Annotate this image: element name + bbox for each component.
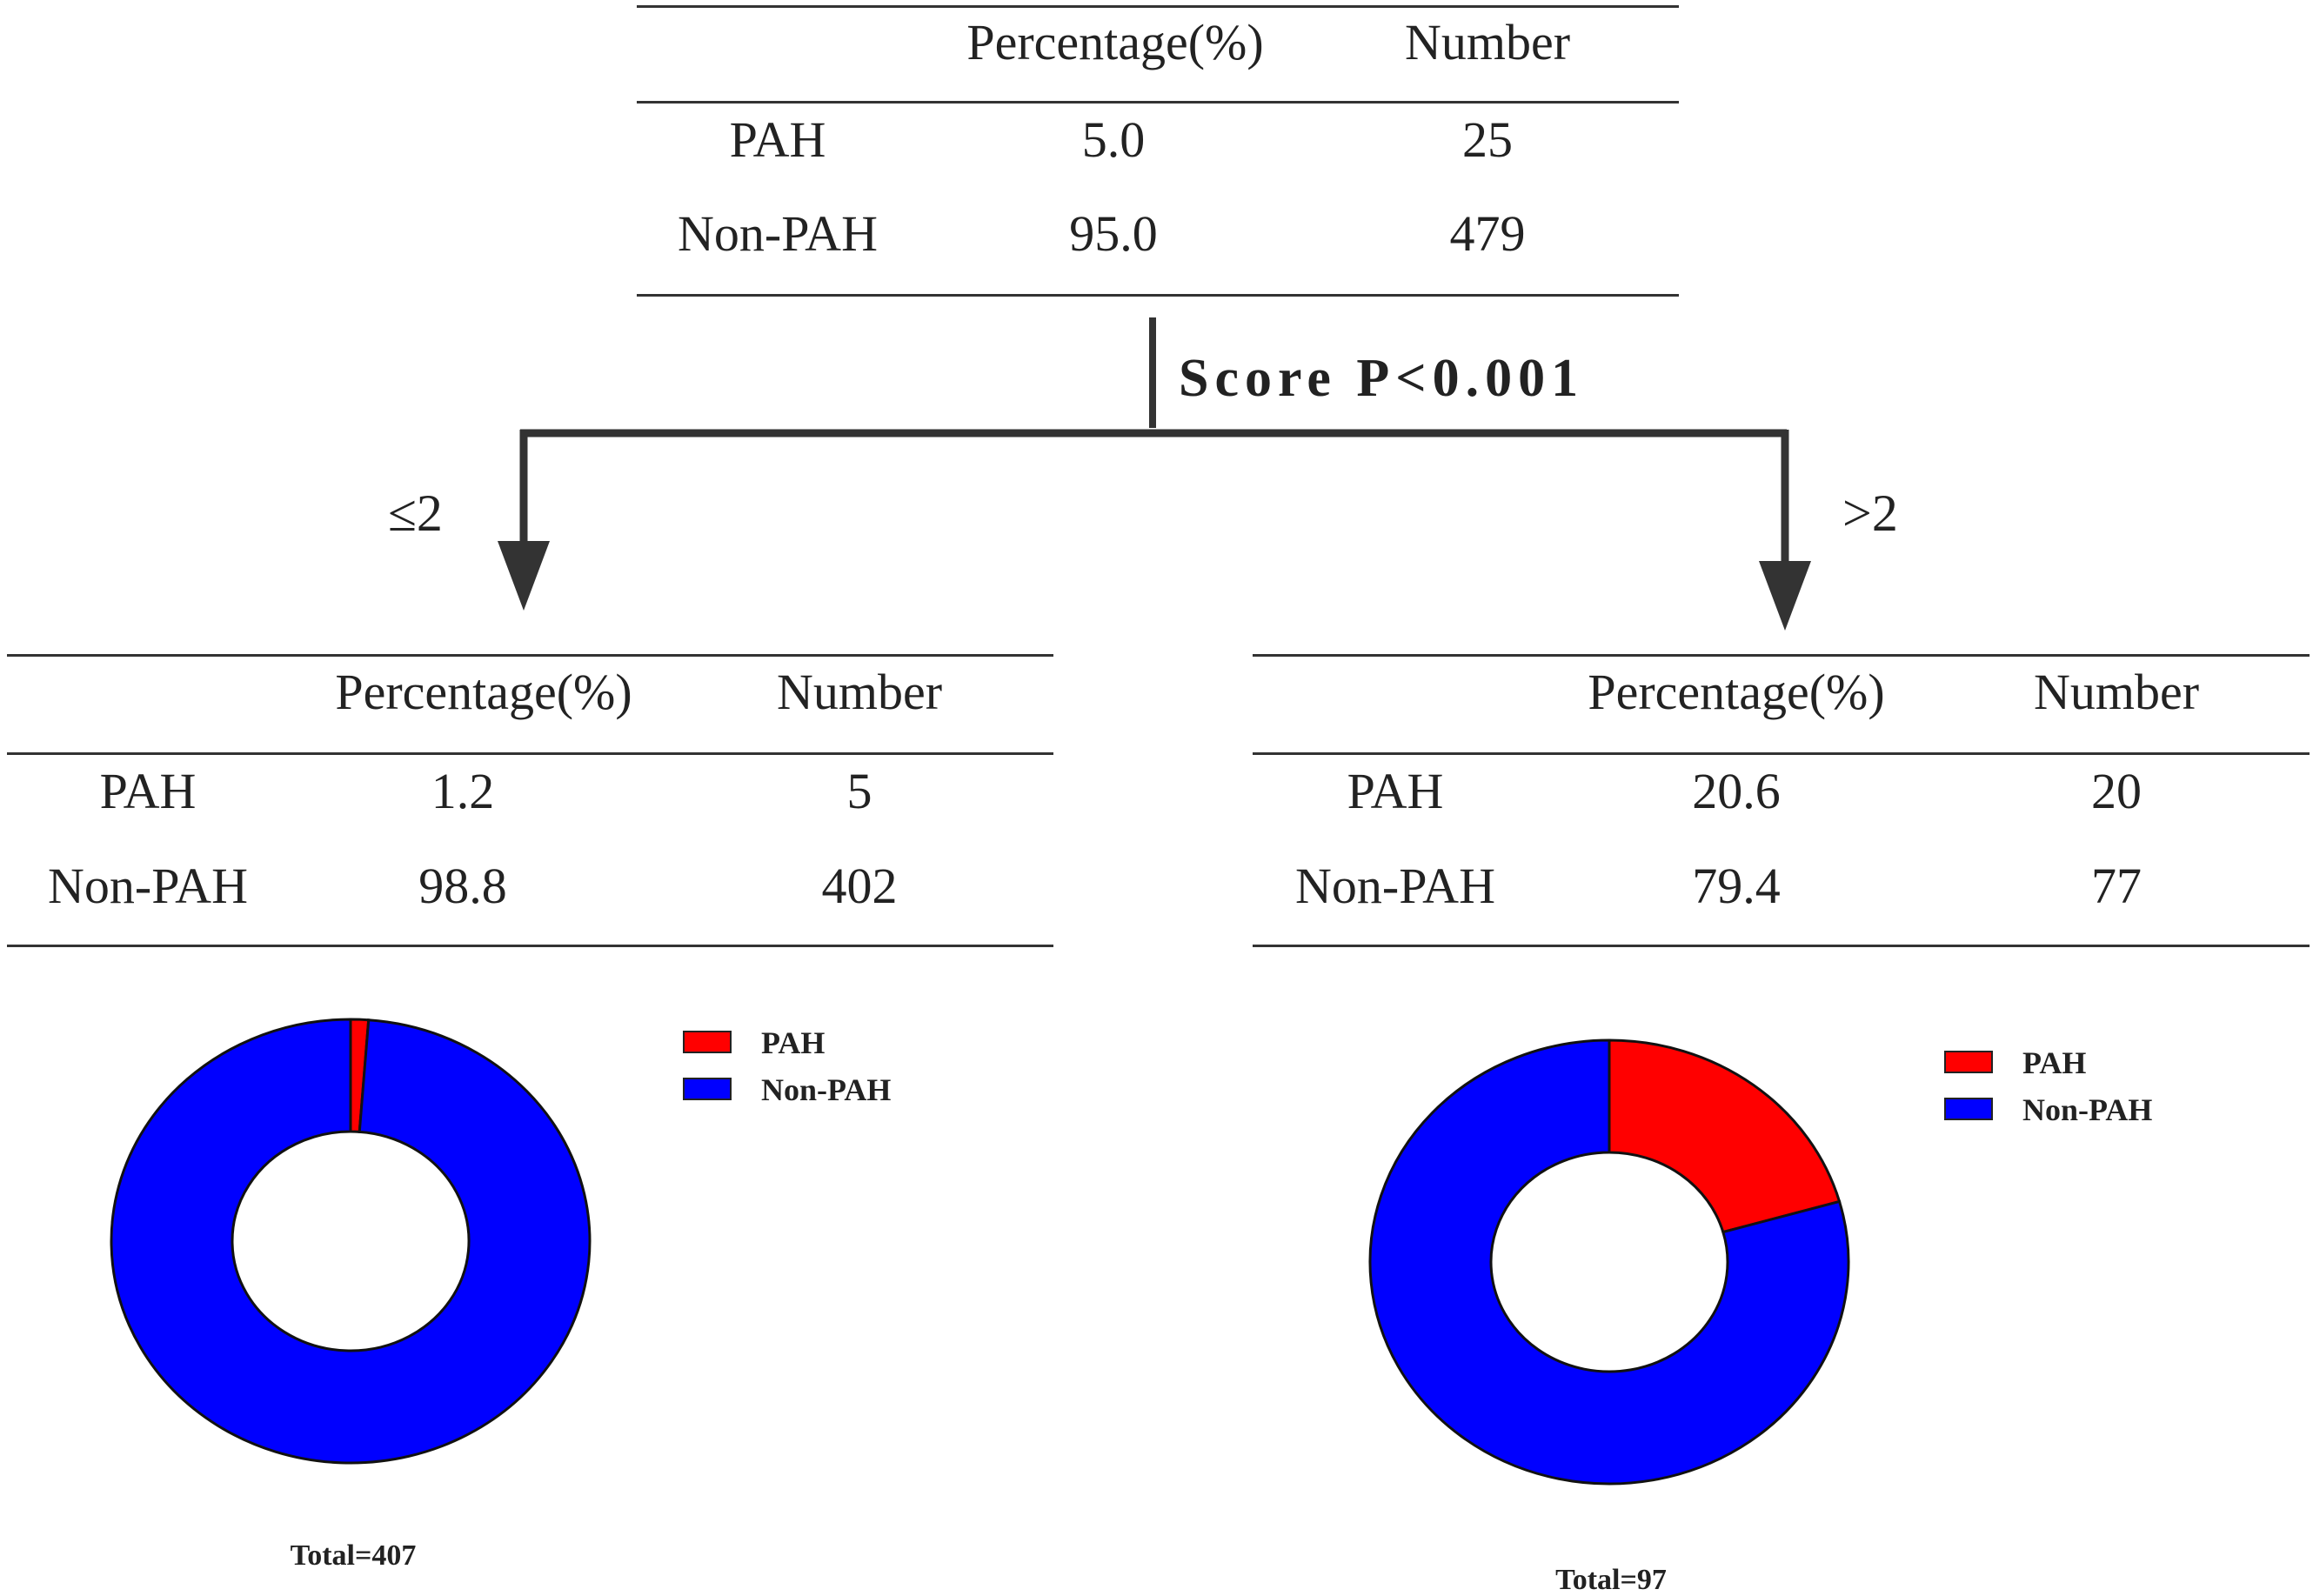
right-row-pah-percentage: 20.6	[1692, 763, 1781, 819]
donut-slice-non-pah	[1368, 1038, 1850, 1486]
legend-swatch-nonpah	[1944, 1098, 1993, 1120]
right-row-pah-number: 20	[2091, 763, 2142, 819]
right-row-nonpah-number: 77	[2091, 858, 2142, 914]
root-table: Percentage(%) Number PAH 5.0 25 Non-PAH …	[637, 0, 1679, 300]
donut-slice-pah	[1608, 1038, 1842, 1234]
root-header-number: Number	[1404, 14, 1571, 70]
right-row-nonpah-percentage: 79.4	[1692, 858, 1781, 914]
left-row-nonpah-number: 402	[821, 858, 898, 914]
right-header-number: Number	[2033, 664, 2200, 720]
right-table-header-rule	[1253, 752, 2310, 755]
right-legend: PAH Non-PAH	[1944, 1047, 2223, 1129]
right-legend-label-nonpah: Non-PAH	[2022, 1092, 2153, 1127]
left-legend-label-pah: PAH	[761, 1025, 826, 1060]
left-arrow-head	[498, 541, 550, 611]
right-header-percentage: Percentage(%)	[1588, 664, 1885, 720]
right-arrow-head	[1759, 561, 1811, 631]
left-row-pah-number: 5	[846, 763, 872, 819]
right-total-caption: Total=97	[1555, 1564, 1667, 1596]
left-table-header-rule	[7, 752, 1053, 755]
right-legend-label-pah: PAH	[2022, 1045, 2087, 1080]
right-row-pah-label: PAH	[1347, 763, 1444, 819]
root-row-nonpah-label: Non-PAH	[678, 205, 878, 262]
right-donut-chart	[1368, 1038, 1850, 1486]
left-table-top-rule	[7, 654, 1053, 657]
root-row-nonpah-number: 479	[1449, 205, 1526, 262]
root-row-nonpah-percentage: 95.0	[1069, 205, 1158, 262]
left-legend: PAH Non-PAH	[683, 1027, 961, 1109]
split-label: Score P<0.001	[1179, 349, 1585, 408]
legend-swatch-nonpah	[683, 1078, 732, 1100]
left-table: Percentage(%) Number PAH 1.2 5 Non-PAH 9…	[7, 648, 1053, 952]
donut-slice-non-pah	[110, 1018, 592, 1465]
left-row-pah-label: PAH	[99, 763, 197, 819]
root-row-pah-number: 25	[1462, 111, 1513, 168]
left-donut-chart	[110, 1018, 592, 1465]
left-header-number: Number	[776, 664, 943, 720]
legend-swatch-pah	[1944, 1051, 1993, 1073]
left-row-pah-percentage: 1.2	[431, 763, 495, 819]
left-row-nonpah-label: Non-PAH	[48, 858, 248, 914]
right-table-bottom-rule	[1253, 945, 2310, 947]
left-table-bottom-rule	[7, 945, 1053, 947]
root-header-percentage: Percentage(%)	[966, 14, 1264, 70]
legend-swatch-pah	[683, 1031, 732, 1053]
left-row-nonpah-percentage: 98.8	[418, 858, 507, 914]
left-header-percentage: Percentage(%)	[335, 664, 632, 720]
left-branch-label: ≤2	[388, 484, 443, 542]
root-table-header-rule	[637, 101, 1679, 104]
root-table-bottom-rule	[637, 294, 1679, 297]
root-row-pah-percentage: 5.0	[1081, 111, 1146, 168]
left-legend-label-nonpah: Non-PAH	[761, 1072, 892, 1107]
root-row-pah-label: PAH	[729, 111, 826, 168]
left-total-caption: Total=407	[290, 1539, 417, 1572]
root-table-top-rule	[637, 5, 1679, 8]
right-branch-label: >2	[1842, 484, 1898, 542]
right-table: Percentage(%) Number PAH 20.6 20 Non-PAH…	[1253, 648, 2310, 952]
right-table-top-rule	[1253, 654, 2310, 657]
right-row-nonpah-label: Non-PAH	[1295, 858, 1495, 914]
